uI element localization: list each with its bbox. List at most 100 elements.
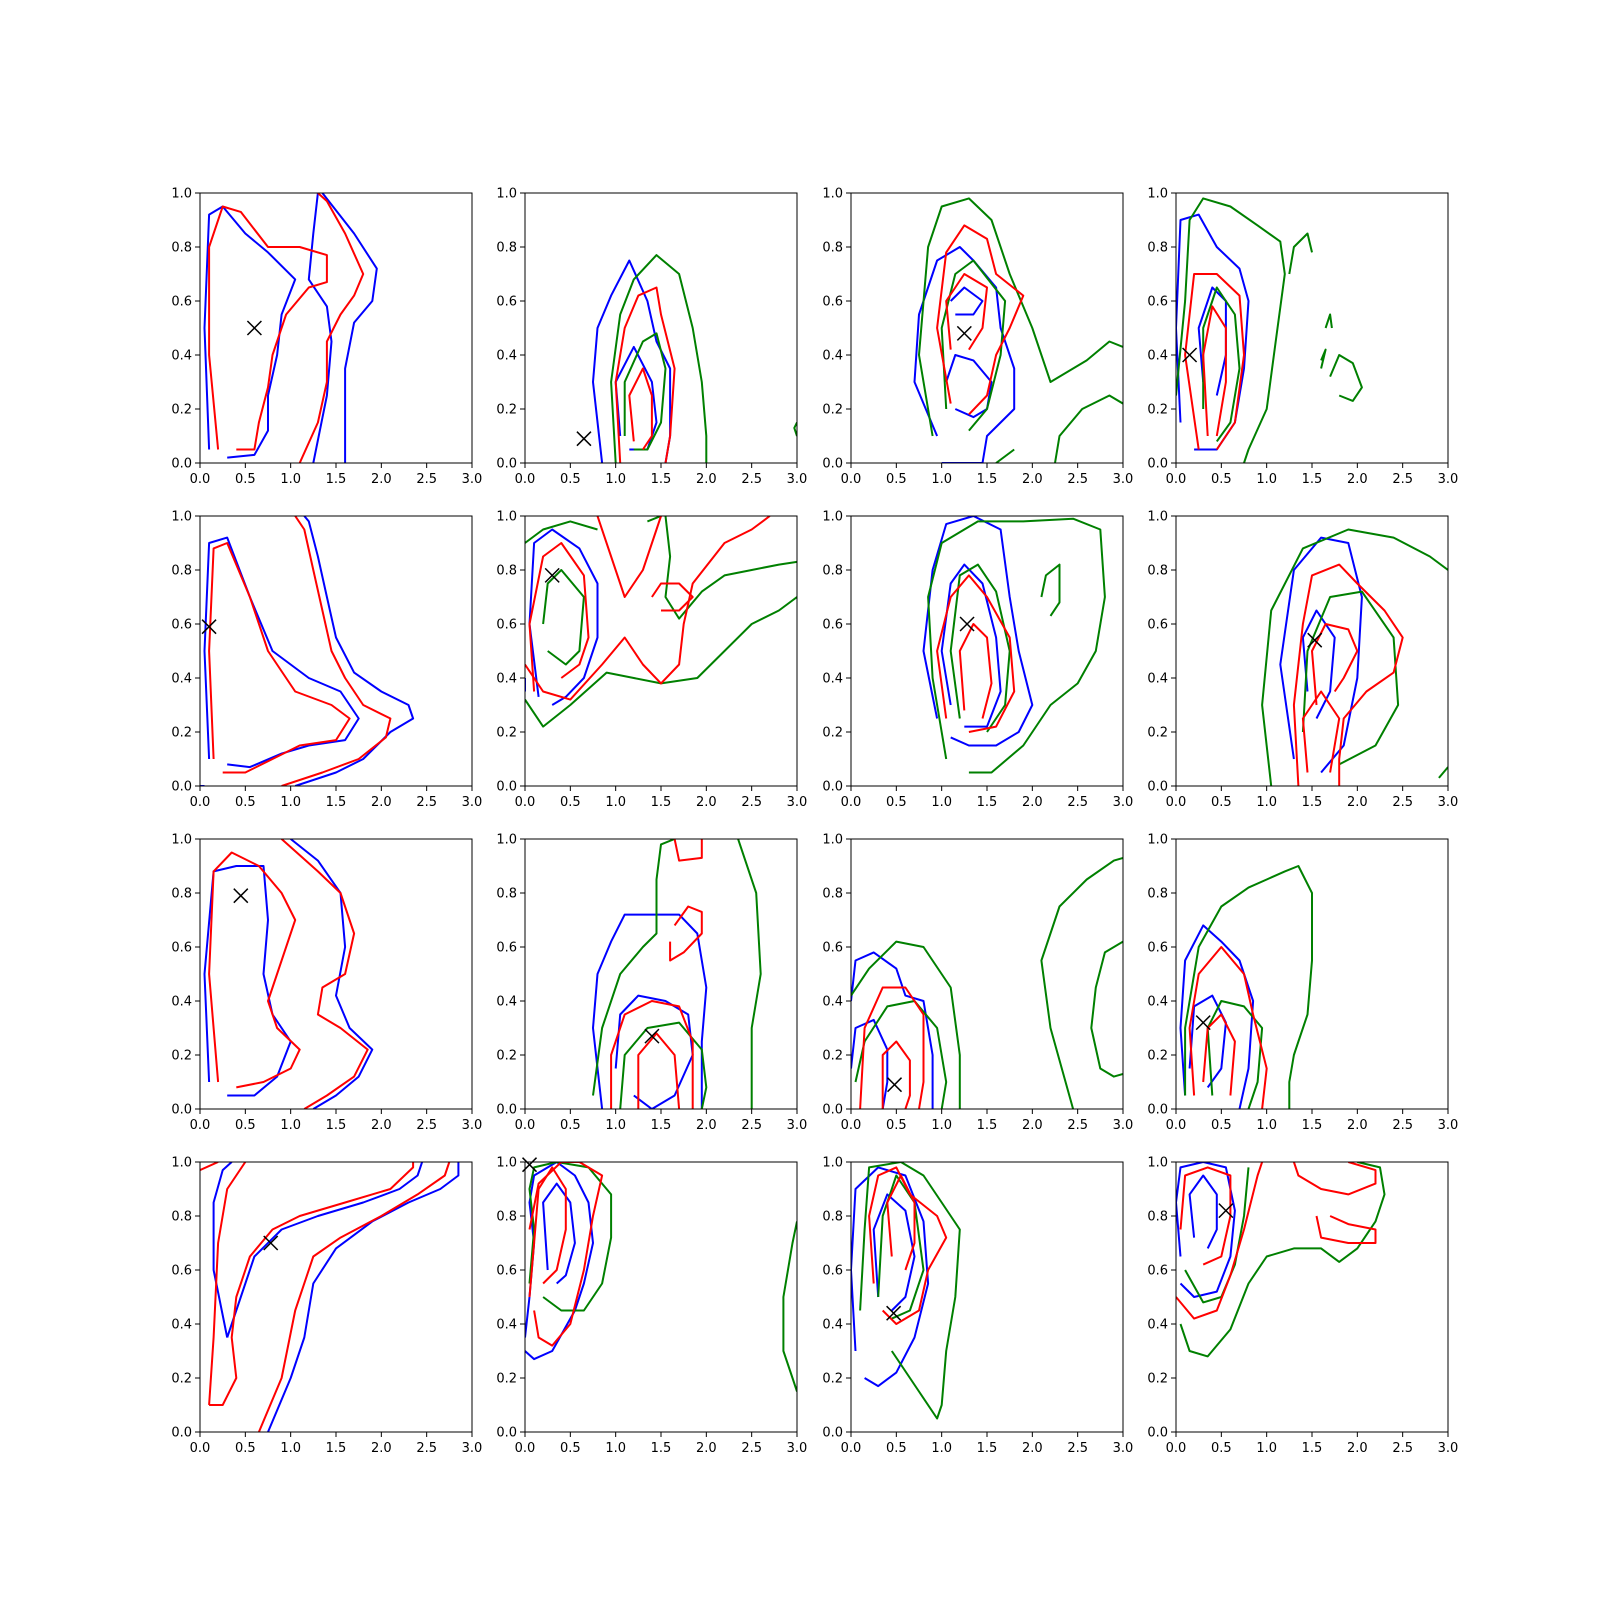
- green-contour: [918, 197, 1123, 437]
- y-tick-label: 0.8: [1147, 241, 1168, 256]
- y-tick-label: 0.4: [1147, 349, 1168, 364]
- green-contour: [525, 520, 598, 544]
- green-contour: [851, 940, 961, 1109]
- x-marker: [233, 888, 249, 904]
- x-tick-label: 1.0: [605, 472, 626, 487]
- x-tick-label: 1.0: [605, 1441, 626, 1456]
- red-contour: [528, 1162, 604, 1347]
- x-tick-label: 0.0: [1166, 795, 1187, 810]
- x-tick-label: 3.0: [1438, 795, 1459, 810]
- y-tick-label: 1.0: [496, 187, 517, 202]
- blue-contour: [290, 839, 374, 1109]
- x-tick-label: 0.0: [515, 1118, 536, 1133]
- contour-group: [922, 516, 1106, 774]
- x-tick-label: 2.0: [371, 472, 392, 487]
- red-contour: [208, 542, 351, 774]
- x-marker: [1307, 632, 1323, 648]
- red-contour: [596, 516, 662, 598]
- y-tick-label: 0.2: [496, 1372, 517, 1387]
- blue-contour: [1188, 1174, 1218, 1249]
- subplot-2-4: 0.0 0.5 1.0 1.5 2.0 2.5 3.0 0.0 0.2 0.4 0.6 0.8 1.0: [1147, 510, 1458, 811]
- y-tick-label: 0.4: [171, 1318, 192, 1333]
- x-tick-label: 1.0: [605, 1118, 626, 1133]
- x-tick-label: 3.0: [1113, 795, 1134, 810]
- x-tick-label: 1.0: [931, 795, 952, 810]
- y-tick-label: 0.2: [171, 1049, 192, 1064]
- x-tick-label: 1.0: [931, 1118, 952, 1133]
- y-tick-label: 0.2: [171, 403, 192, 418]
- red-contour: [281, 516, 392, 786]
- red-contour: [1202, 1013, 1236, 1096]
- x-marker: [263, 1235, 279, 1251]
- y-tick-label: 0.0: [171, 1426, 192, 1441]
- x-tick-label: 0.5: [560, 1441, 581, 1456]
- x-tick-label: 1.5: [326, 1118, 347, 1133]
- red-contour: [1315, 1215, 1377, 1244]
- green-contour: [528, 1162, 613, 1312]
- y-tick-label: 1.0: [822, 510, 843, 525]
- green-contour: [859, 1162, 961, 1420]
- red-contour: [945, 273, 988, 351]
- green-contour: [1301, 590, 1400, 766]
- green-contour: [1329, 354, 1363, 402]
- x-tick-label: 1.5: [651, 795, 672, 810]
- blue-contour: [321, 193, 378, 463]
- x-tick-label: 3.0: [462, 1118, 483, 1133]
- x-tick-label: 3.0: [462, 472, 483, 487]
- contour-group: [203, 839, 374, 1109]
- y-tick-label: 0.8: [496, 564, 517, 579]
- x-tick-label: 0.5: [560, 472, 581, 487]
- x-tick-label: 1.0: [280, 472, 301, 487]
- x-tick-label: 0.5: [235, 1118, 256, 1133]
- y-tick-label: 0.4: [1147, 1318, 1168, 1333]
- y-tick-label: 0.2: [1147, 1049, 1168, 1064]
- y-tick-label: 1.0: [171, 833, 192, 848]
- contour-group: [203, 193, 378, 463]
- subplot-4-3: 0.0 0.5 1.0 1.5 2.0 2.5 3.0 0.0 0.2 0.4 0.6 0.8 1.0: [822, 1156, 1133, 1457]
- x-tick-label: 1.5: [977, 472, 998, 487]
- x-tick-label: 1.0: [280, 795, 301, 810]
- x-tick-label: 0.5: [886, 795, 907, 810]
- y-tick-label: 0.6: [496, 941, 517, 956]
- y-tick-label: 1.0: [1147, 187, 1168, 202]
- blue-contour: [922, 516, 1034, 747]
- contour-group: [1261, 528, 1448, 786]
- y-tick-label: 0.6: [822, 1264, 843, 1279]
- y-tick-label: 0.6: [1147, 1264, 1168, 1279]
- y-tick-label: 0.8: [1147, 887, 1168, 902]
- blue-contour: [614, 345, 658, 451]
- red-contour: [651, 582, 694, 612]
- contour-group: [913, 197, 1123, 463]
- x-tick-label: 0.5: [235, 795, 256, 810]
- x-tick-label: 2.0: [696, 472, 717, 487]
- blue-contour: [1188, 994, 1227, 1088]
- blue-contour: [1197, 286, 1227, 396]
- green-contour: [940, 259, 1007, 432]
- blue-contour: [940, 563, 1002, 728]
- blue-contour: [851, 1166, 930, 1388]
- red-contour: [637, 1032, 681, 1109]
- x-tick-label: 2.5: [1067, 1441, 1088, 1456]
- x-tick-label: 0.5: [1211, 1441, 1232, 1456]
- x-tick-label: 2.0: [1347, 795, 1368, 810]
- y-tick-label: 1.0: [822, 833, 843, 848]
- x-tick-label: 2.0: [1022, 1441, 1043, 1456]
- y-tick-label: 0.8: [496, 241, 517, 256]
- y-tick-label: 0.8: [1147, 564, 1168, 579]
- x-tick-label: 1.5: [651, 1441, 672, 1456]
- blue-contour: [592, 913, 708, 1109]
- y-tick-label: 0.6: [496, 295, 517, 310]
- axes-frame: [1175, 192, 1449, 464]
- y-tick-label: 0.0: [822, 1103, 843, 1118]
- blue-contour: [614, 994, 694, 1109]
- red-contour: [1176, 1162, 1264, 1320]
- red-contour: [673, 839, 703, 862]
- y-tick-label: 0.4: [496, 672, 517, 687]
- y-tick-label: 0.6: [822, 618, 843, 633]
- subplot-1-1: 0.0 0.5 1.0 1.5 2.0 2.5 3.0 0.0 0.2 0.4 0.6 0.8 1.0: [171, 187, 482, 488]
- blue-contour: [592, 259, 672, 463]
- x-marker: [886, 1077, 903, 1093]
- green-contour: [793, 422, 797, 437]
- x-tick-label: 2.5: [741, 1441, 762, 1456]
- blue-contour: [851, 951, 934, 1109]
